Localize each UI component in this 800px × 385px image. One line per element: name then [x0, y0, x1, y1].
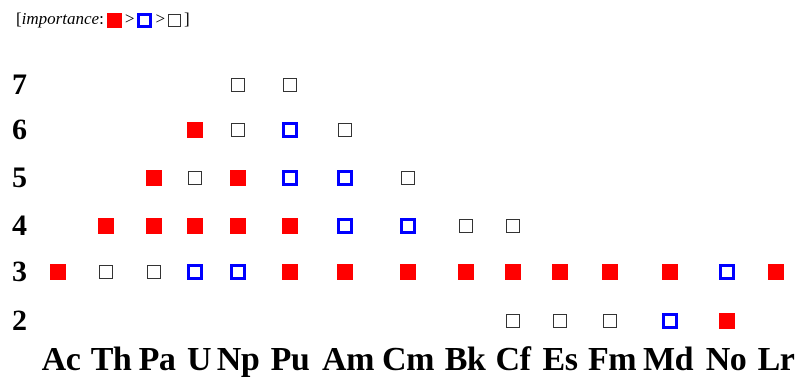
oxidation-marker-u-4-high: [187, 218, 203, 234]
oxidation-marker-np-3-medium: [230, 264, 246, 280]
oxidation-marker-am-6-low: [338, 123, 352, 137]
oxidation-marker-es-2-low: [553, 314, 567, 328]
oxidation-marker-md-3-high: [662, 264, 678, 280]
oxidation-marker-u-3-medium: [187, 264, 203, 280]
oxidation-marker-bk-4-low: [459, 219, 473, 233]
oxidation-marker-es-3-high: [552, 264, 568, 280]
oxidation-marker-pu-5-medium: [282, 170, 298, 186]
oxidation-marker-no-2-high: [719, 313, 735, 329]
oxidation-marker-ac-3-high: [50, 264, 66, 280]
oxidation-marker-fm-3-high: [602, 264, 618, 280]
element-label: Am: [322, 341, 374, 378]
element-label: No: [705, 341, 747, 378]
legend-medium-square-icon: [137, 12, 153, 28]
element-label: Es: [542, 341, 578, 378]
oxidation-state-label: 2: [12, 304, 27, 337]
importance-legend: [ importance : > > ]: [16, 7, 190, 31]
legend-close-bracket: ]: [184, 9, 190, 28]
oxidation-marker-no-3-medium: [719, 264, 735, 280]
oxidation-marker-bk-3-high: [458, 264, 474, 280]
element-label: Cm: [382, 341, 434, 378]
element-label: U: [186, 341, 212, 378]
oxidation-marker-np-6-low: [231, 123, 245, 137]
oxidation-marker-cm-3-high: [400, 264, 416, 280]
oxidation-marker-pa-3-low: [147, 265, 161, 279]
legend-gt-1: >: [124, 9, 135, 28]
oxidation-marker-am-5-medium: [337, 170, 353, 186]
oxidation-marker-cm-4-medium: [400, 218, 416, 234]
element-label: Pa: [138, 341, 176, 378]
oxidation-marker-cm-5-low: [401, 171, 415, 185]
oxidation-state-label: 5: [12, 161, 27, 194]
legend-low-square-icon: [168, 13, 182, 27]
legend-high-square-icon: [106, 12, 122, 28]
legend-open-bracket: [: [16, 9, 22, 28]
legend-colon: :: [99, 9, 104, 28]
oxidation-state-label: 6: [12, 113, 27, 146]
element-label: Np: [216, 341, 260, 378]
oxidation-marker-pu-4-high: [282, 218, 298, 234]
element-label: Th: [90, 341, 132, 378]
oxidation-marker-np-4-high: [230, 218, 246, 234]
oxidation-marker-md-2-medium: [662, 313, 678, 329]
element-label: Ac: [41, 341, 81, 378]
oxidation-marker-pa-5-high: [146, 170, 162, 186]
oxidation-marker-pu-3-high: [282, 264, 298, 280]
oxidation-marker-fm-2-low: [603, 314, 617, 328]
element-label: Md: [643, 341, 694, 378]
oxidation-marker-th-4-high: [98, 218, 114, 234]
oxidation-marker-cf-3-high: [505, 264, 521, 280]
oxidation-marker-pu-7-low: [283, 78, 297, 92]
oxidation-state-label: 4: [12, 209, 27, 242]
oxidation-marker-lr-3-high: [768, 264, 784, 280]
element-label: Pu: [270, 341, 310, 378]
element-label: Lr: [757, 341, 795, 378]
oxidation-marker-u-5-low: [188, 171, 202, 185]
element-label: Bk: [444, 341, 486, 378]
element-label: Cf: [495, 341, 531, 378]
oxidation-marker-u-6-high: [187, 122, 203, 138]
oxidation-marker-pa-4-high: [146, 218, 162, 234]
oxidation-state-label: 3: [12, 255, 27, 288]
oxidation-state-label: 7: [12, 68, 27, 101]
oxidation-marker-cf-4-low: [506, 219, 520, 233]
legend-label: importance: [21, 9, 100, 28]
oxidation-marker-pu-6-medium: [282, 122, 298, 138]
oxidation-marker-am-3-high: [337, 264, 353, 280]
legend-gt-2: >: [155, 9, 166, 28]
oxidation-marker-np-7-low: [231, 78, 245, 92]
oxidation-marker-am-4-medium: [337, 218, 353, 234]
oxidation-marker-th-3-low: [99, 265, 113, 279]
oxidation-marker-np-5-high: [230, 170, 246, 186]
oxidation-marker-cf-2-low: [506, 314, 520, 328]
element-label: Fm: [587, 341, 637, 378]
